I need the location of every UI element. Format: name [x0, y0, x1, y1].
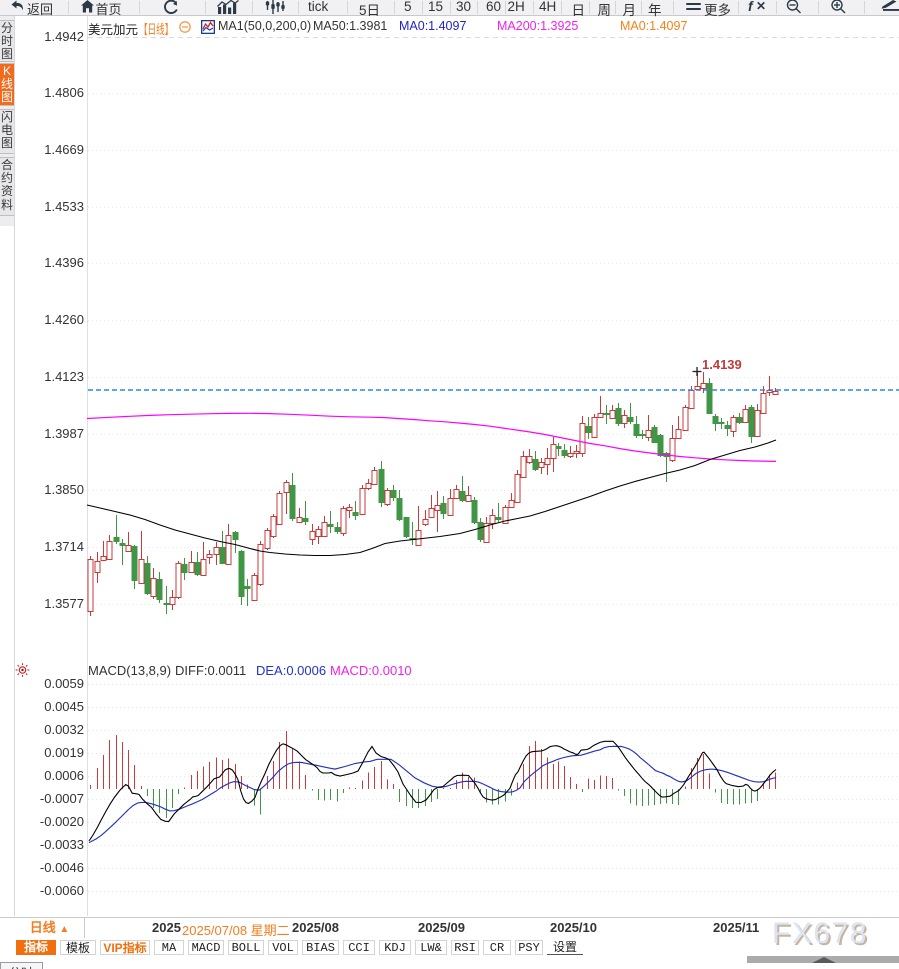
svg-text:-0.0060: -0.0060 — [40, 883, 84, 898]
svg-text:1.4669: 1.4669 — [44, 142, 84, 157]
svg-text:1.3987: 1.3987 — [44, 426, 84, 441]
svg-text:0.0045: 0.0045 — [44, 699, 84, 714]
svg-text:MACD:0.0010: MACD:0.0010 — [330, 663, 412, 678]
svg-text:1.3714: 1.3714 — [44, 539, 84, 554]
svg-text:-0.0033: -0.0033 — [40, 837, 84, 852]
svg-text:0.0019: 0.0019 — [44, 745, 84, 760]
svg-text:-0.0007: -0.0007 — [40, 791, 84, 806]
svg-text:1.4396: 1.4396 — [44, 255, 84, 270]
svg-text:1.4533: 1.4533 — [44, 199, 84, 214]
svg-text:1.4260: 1.4260 — [44, 312, 84, 327]
svg-text:-0.0046: -0.0046 — [40, 860, 84, 875]
svg-text:1.3577: 1.3577 — [44, 596, 84, 611]
svg-text:0.0032: 0.0032 — [44, 722, 84, 737]
svg-text:1.3850: 1.3850 — [44, 482, 84, 497]
svg-text:DEA:0.0006: DEA:0.0006 — [256, 663, 326, 678]
svg-text:1.4139: 1.4139 — [702, 357, 742, 372]
svg-text:1.4806: 1.4806 — [44, 85, 84, 100]
svg-text:MACD(13,8,9): MACD(13,8,9) — [88, 663, 171, 678]
svg-text:1.4942: 1.4942 — [44, 29, 84, 44]
svg-text:0.0059: 0.0059 — [44, 676, 84, 691]
svg-text:1.4123: 1.4123 — [44, 369, 84, 384]
svg-text:DIFF:0.0011: DIFF:0.0011 — [175, 663, 246, 678]
svg-text:-0.0020: -0.0020 — [40, 814, 84, 829]
svg-text:0.0006: 0.0006 — [44, 768, 84, 783]
